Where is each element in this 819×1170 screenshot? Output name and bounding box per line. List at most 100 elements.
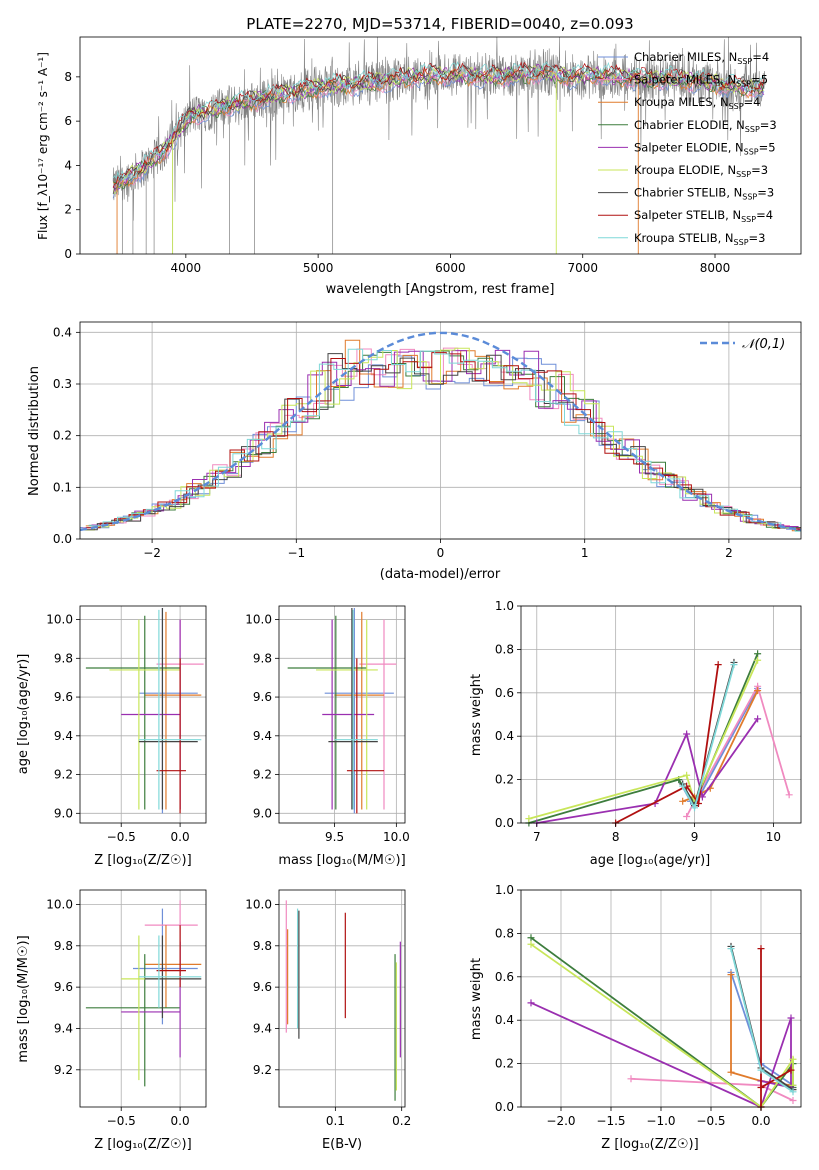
y-tick-label: 1.0 [495, 599, 514, 613]
mass-z-xlabel: Z [log₁₀(Z/Z☉)] [94, 1137, 191, 1152]
mass-z-ylabel: mass [log₁₀(M/M☉)] [16, 935, 31, 1062]
x-tick-label: −1.5 [596, 1114, 625, 1128]
series-marker [754, 650, 762, 658]
y-tick-label: 0 [64, 247, 72, 261]
x-tick-label: 6000 [435, 261, 466, 275]
x-tick-label: 0.0 [751, 1114, 770, 1128]
x-tick-label: 0.2 [392, 1114, 411, 1128]
series-marker [754, 715, 762, 723]
residual-histogram-panel: −2 −1 0 1 2 0.0 0.1 0.2 0.3 0.4 (data-model)/erro… [27, 321, 802, 582]
series-line [685, 683, 791, 817]
model-spectra [112, 61, 765, 254]
error-bar-point [85, 954, 181, 1087]
error-bar-point [85, 615, 181, 810]
axes-frame [278, 605, 406, 824]
axes-frame [278, 889, 406, 1108]
series-marker [789, 1096, 797, 1104]
series-marker [789, 1088, 797, 1096]
spectrum-legend: Chabrier MILES, NSSP=4 Salpeter MILES, NS… [598, 50, 777, 247]
x-tick-label: 9 [691, 830, 699, 844]
series-marker [679, 782, 687, 790]
y-tick-label: 9.2 [253, 768, 272, 782]
legend-label: Salpeter MILES, NSSP=5 [634, 73, 768, 89]
y-tick-label: 9.2 [54, 1063, 73, 1077]
model-spectrum-line [112, 69, 765, 194]
error-bar-point [138, 609, 202, 810]
y-tick-label: 9.0 [54, 806, 73, 820]
error-bar-point [138, 607, 198, 810]
x-tick-label: −2.0 [546, 1114, 575, 1128]
spectrum-axes-frame [79, 36, 802, 255]
series-marker [757, 1083, 765, 1091]
y-tick-label: 0.1 [53, 480, 72, 494]
x-tick-label: 9.5 [325, 830, 344, 844]
y-tick-label: 0.2 [495, 773, 514, 787]
y-tick-label: 0.6 [495, 970, 514, 984]
series-marker [757, 945, 765, 953]
error-bar-point [109, 619, 181, 810]
mass-weight-series [679, 661, 738, 812]
series-marker [727, 945, 735, 953]
error-bar-point [144, 611, 202, 810]
legend-label: Kroupa STELIB, NSSP=3 [634, 231, 765, 247]
y-tick-label: 0.0 [53, 532, 72, 546]
x-tick-label: −0.5 [107, 1114, 136, 1128]
y-tick-label: 9.2 [54, 768, 73, 782]
gaussian-legend-label: 𝒩(0,1) [742, 337, 785, 352]
axes-frame [79, 889, 207, 1108]
y-tick-label: 10.0 [245, 613, 272, 627]
x-tick-label: −1.0 [646, 1114, 675, 1128]
x-tick-label: 5000 [303, 261, 334, 275]
age-z-ylabel: age [log₁₀(age/yr)] [16, 654, 31, 775]
y-tick-label: 0.8 [495, 926, 514, 940]
mass-weight-series [727, 945, 797, 1096]
model-spectrum-line [112, 61, 765, 180]
series-marker [527, 940, 535, 948]
series-marker [525, 815, 533, 823]
histogram-ticks: −2 −1 0 1 2 0.0 0.1 0.2 0.3 0.4 [53, 325, 733, 560]
x-tick-label: 10 [766, 830, 781, 844]
y-tick-label: 9.8 [54, 651, 73, 665]
error-bar-point [156, 658, 186, 814]
y-tick-label: 4 [64, 158, 72, 172]
series-marker [785, 791, 793, 799]
series-line [528, 659, 759, 820]
y-tick-label: 9.6 [54, 690, 73, 704]
mass-vs-ebv-panel: E(B-V) 0.1 0.2 9.2 9.4 9.6 9.8 10.0 [245, 889, 411, 1152]
error-bar-point [138, 935, 202, 1008]
y-tick-label: 9.8 [253, 651, 272, 665]
y-tick-label: 0.3 [53, 377, 72, 391]
spectrum-ticks: 4000 5000 6000 7000 8000 0 2 4 6 8 [64, 70, 730, 275]
age-vs-metallicity-panel: Z [log₁₀(Z/Z☉)] age [log₁₀(age/yr)] −0.5… [16, 605, 207, 868]
x-tick-label: 0.0 [171, 1114, 190, 1128]
y-tick-label: 0.6 [495, 686, 514, 700]
spectrum-panel: PLATE=2270, MJD=53714, FIBERID=0040, z=0… [36, 15, 802, 297]
y-tick-label: 0.4 [495, 729, 514, 743]
histogram-step-line [91, 349, 801, 531]
series-marker [691, 804, 699, 812]
y-tick-label: 9.0 [253, 806, 272, 820]
series-marker [727, 971, 735, 979]
y-tick-label: 0.2 [495, 1057, 514, 1071]
series-marker [683, 771, 691, 779]
x-tick-label: 8000 [700, 261, 731, 275]
series-marker [787, 1066, 795, 1074]
error-bar-point [144, 925, 202, 1008]
y-tick-label: 10.0 [46, 897, 73, 911]
histogram-step-line [88, 348, 801, 532]
mw-age-xlabel: age [log₁₀(age/yr)] [590, 853, 711, 868]
x-tick-label: 0.1 [326, 1114, 345, 1128]
y-tick-label: 0.8 [495, 642, 514, 656]
series-marker [714, 661, 722, 669]
x-tick-label: −0.5 [107, 830, 136, 844]
series-marker [754, 687, 762, 695]
y-tick-label: 9.2 [253, 1063, 272, 1077]
y-tick-label: 2 [64, 203, 72, 217]
y-tick-label: 6 [64, 114, 72, 128]
series-marker [527, 934, 535, 942]
legend-label: Kroupa ELODIE, NSSP=3 [634, 163, 768, 179]
mw-age-ylabel: mass weight [469, 674, 484, 756]
histogram-legend: 𝒩(0,1) [700, 337, 785, 352]
x-tick-label: 7 [533, 830, 541, 844]
mw-z-xlabel: Z [log₁₀(Z/Z☉)] [601, 1137, 698, 1152]
